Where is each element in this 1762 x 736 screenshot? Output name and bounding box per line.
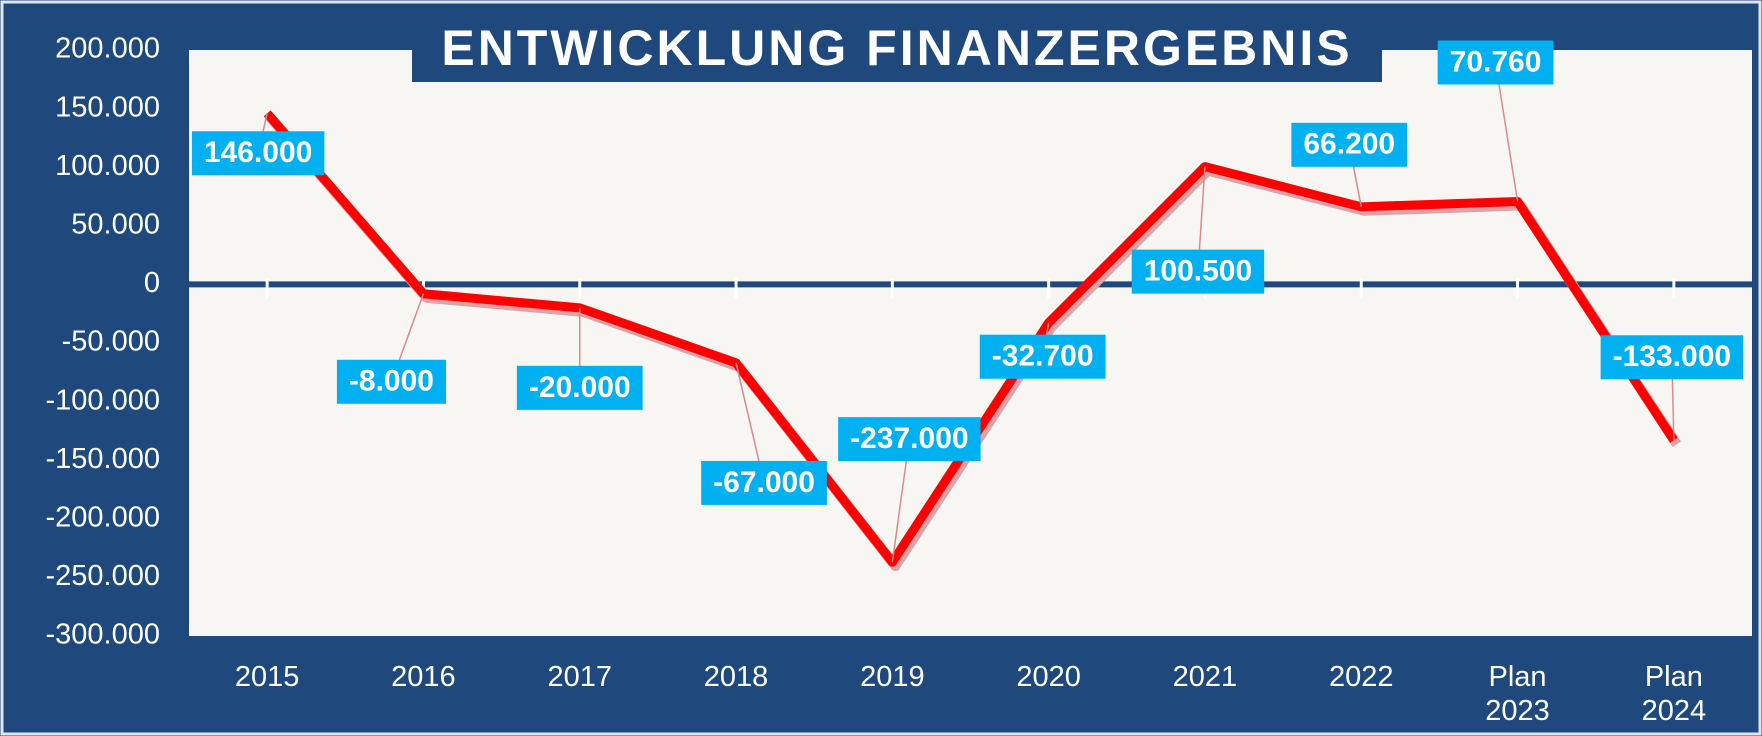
chart-title: ENTWICKLUNG FINANZERGEBNIS: [441, 20, 1352, 76]
marks-layer: 146.000 -8.000 -20.000 -67.000 -237.000 -32.7…: [191, 40, 1744, 572]
data-label-box: [701, 460, 827, 505]
data-label: -8.000: [349, 365, 434, 398]
x-tick-label: 2016: [391, 661, 456, 693]
y-tick-label: -50.000: [62, 326, 160, 358]
data-label-box: [1437, 40, 1554, 85]
y-tick-label: 50.000: [71, 208, 160, 240]
x-tick-label: 2017: [547, 661, 612, 693]
y-tick-label: 200.000: [55, 33, 160, 65]
data-label: -32.700: [992, 340, 1094, 373]
data-label-box: [336, 359, 446, 404]
plot-area: [189, 50, 1752, 636]
data-label-box: [1600, 335, 1744, 380]
data-label-box: [838, 417, 981, 462]
data-label: -67.000: [713, 466, 815, 499]
y-tick-label: -100.000: [46, 384, 161, 416]
data-label-box: [979, 334, 1106, 379]
data-label: 70.760: [1450, 45, 1542, 78]
data-label: -20.000: [529, 371, 631, 404]
data-label-box: [1291, 122, 1408, 167]
data-label-box: [191, 131, 325, 176]
y-tick-label: -250.000: [46, 560, 161, 592]
x-tick-label: 2021: [1172, 661, 1238, 693]
x-tick-label: Plan 2023: [1485, 661, 1550, 727]
data-label: -133.000: [1613, 340, 1731, 373]
data-label: -237.000: [850, 422, 968, 455]
y-tick-label: -150.000: [46, 443, 161, 475]
x-tick-label: 2018: [703, 661, 769, 693]
y-tick-label: 0: [144, 267, 160, 299]
leader-line: [1494, 62, 1519, 202]
data-label-box: [516, 365, 643, 410]
data-label: 66.200: [1303, 128, 1395, 161]
y-tick-label: -200.000: [46, 501, 161, 533]
data-label: 100.500: [1144, 255, 1252, 288]
y-tick-label: 100.000: [55, 150, 160, 182]
x-tick-label: 2022: [1328, 661, 1394, 693]
data-label: 146.000: [204, 136, 312, 169]
x-tick-label: 2019: [860, 661, 925, 693]
axis-layer: [189, 278, 1752, 299]
y-tick-label: -300.000: [46, 619, 161, 651]
title-box: [412, 20, 1382, 82]
x-tick-label: 2015: [234, 661, 300, 693]
y-tick-label: 150.000: [55, 91, 160, 123]
data-label-box: [1131, 249, 1265, 294]
x-tick-label: Plan 2024: [1641, 661, 1707, 727]
x-tick-label: 2020: [1016, 661, 1081, 693]
